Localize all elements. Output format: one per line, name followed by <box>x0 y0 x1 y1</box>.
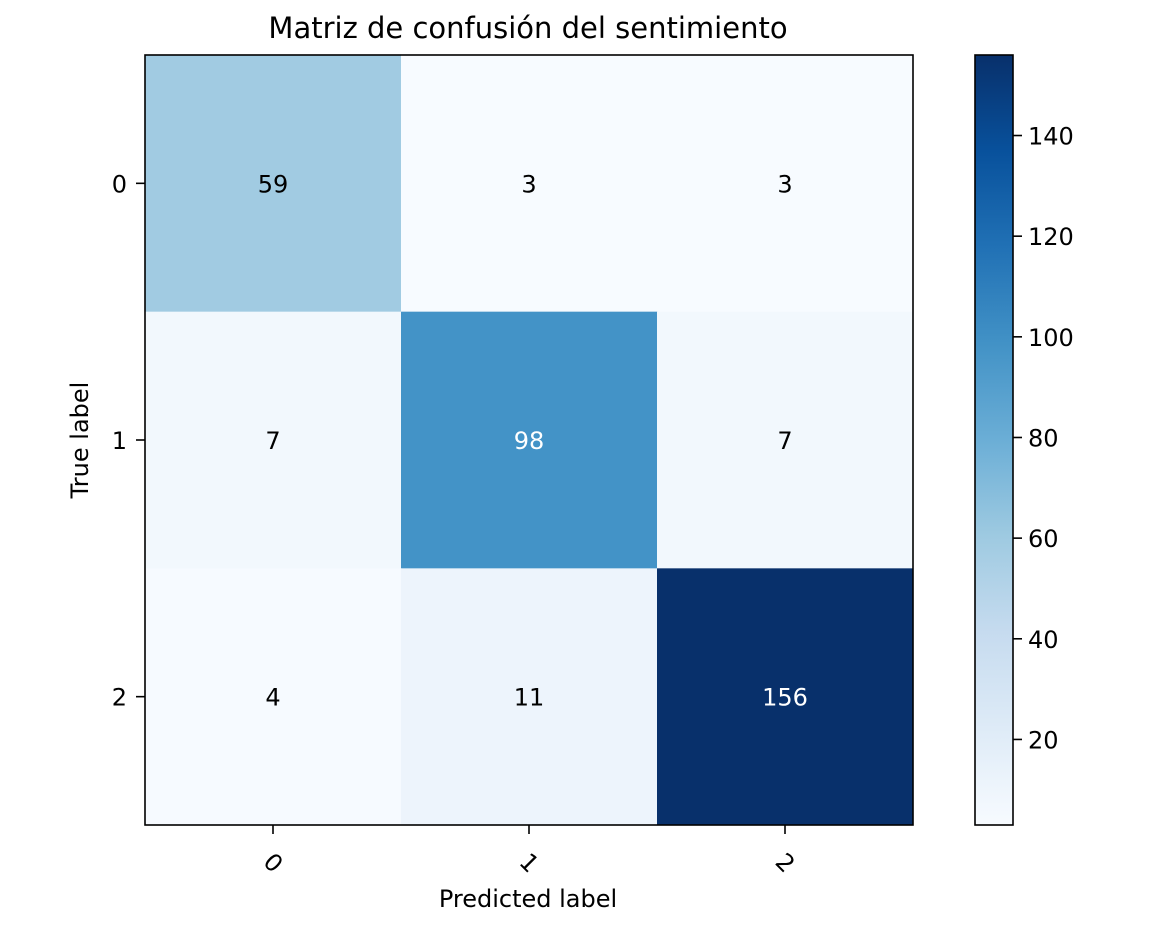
x-axis-label: Predicted label <box>439 885 617 913</box>
x-tick-label: 0 <box>258 848 289 879</box>
cell-value-label: 4 <box>265 684 280 712</box>
colorbar-tick-label: 100 <box>1028 324 1074 352</box>
colorbar <box>975 55 1013 825</box>
cell-value-label: 3 <box>521 170 536 198</box>
cell-value-label: 3 <box>777 170 792 198</box>
colorbar-tick-label: 20 <box>1028 726 1059 754</box>
colorbar-tick-label: 60 <box>1028 525 1059 553</box>
colorbar-tick-label: 80 <box>1028 424 1059 452</box>
heatmap-cell <box>145 568 402 826</box>
x-tick-label: 1 <box>514 848 545 879</box>
heatmap-cell <box>401 568 658 826</box>
chart-title: Matriz de confusión del sentimiento <box>268 11 787 45</box>
x-axis-ticks: 0 1 2 <box>258 825 801 879</box>
cell-value-label: 11 <box>514 684 545 712</box>
colorbar-frame <box>974 54 1014 826</box>
x-tick-label: 2 <box>770 848 801 879</box>
y-tick-label: 2 <box>112 684 127 712</box>
heatmap-cell <box>401 55 658 313</box>
colorbar-ticks: 20 40 60 80 100 120 140 <box>1013 123 1074 754</box>
heatmap-cell <box>657 55 914 313</box>
heatmap-cell <box>657 311 914 569</box>
heatmap-cell <box>657 568 914 826</box>
heatmap-cells: 59 3 37 98 74 11 156 <box>145 55 914 826</box>
colorbar-tick-label: 40 <box>1028 626 1059 654</box>
y-tick-label: 0 <box>112 170 127 198</box>
cell-value-label: 156 <box>762 684 808 712</box>
cell-value-label: 59 <box>258 170 289 198</box>
y-tick-label: 1 <box>112 427 127 455</box>
heatmap-cell <box>401 311 658 569</box>
cell-value-label: 7 <box>777 427 792 455</box>
cell-value-label: 98 <box>514 427 545 455</box>
y-axis-label: True label <box>66 382 94 500</box>
colorbar-tick-label: 120 <box>1028 223 1074 251</box>
y-axis-ticks: 0 1 2 <box>112 170 145 712</box>
colorbar-tick-label: 140 <box>1028 123 1074 151</box>
heatmap-cell <box>145 55 402 313</box>
heatmap-cell <box>145 311 402 569</box>
cell-value-label: 7 <box>265 427 280 455</box>
